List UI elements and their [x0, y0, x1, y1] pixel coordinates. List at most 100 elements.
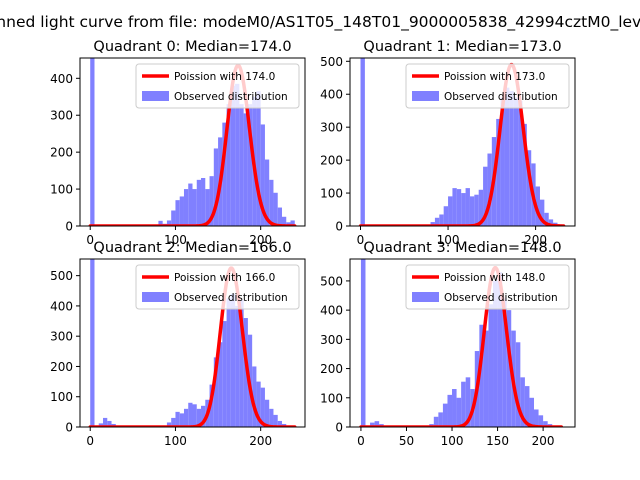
legend-poisson-label: Poission with 166.0	[174, 272, 275, 284]
legend-poisson-label: Poission with 173.0	[444, 71, 545, 83]
histogram-bar	[361, 259, 366, 427]
panel-quadrant-0: 0 100 200 0 100 200 300 400 Quadrant 0: Median=1…	[50, 39, 305, 247]
histogram-bar	[273, 193, 277, 226]
histogram-bar	[443, 404, 448, 427]
y-tick-label: 500	[320, 55, 343, 69]
histogram-bar	[193, 189, 197, 226]
histogram-bar	[180, 196, 184, 226]
figure-canvas: 0 100 200 0 100 200 300 400 Quadrant 0: Median=1…	[0, 0, 640, 480]
panel-title: Quadrant 2: Median=166.0	[93, 240, 291, 256]
y-tick-label: 300	[50, 109, 73, 123]
histogram-bar	[265, 400, 269, 427]
y-tick-label: 200	[50, 360, 73, 374]
y-tick-label: 300	[320, 333, 343, 347]
histogram-bar	[175, 412, 179, 427]
x-tick-label: 200	[249, 434, 272, 448]
legend-hist-label: Observed distribution	[174, 91, 288, 103]
histogram-bar	[90, 259, 94, 427]
histogram-bar	[269, 409, 273, 427]
legend-hist-label: Observed distribution	[444, 292, 558, 304]
histogram-bar	[184, 409, 188, 427]
y-tick-label: 100	[50, 390, 73, 404]
y-tick-label: 200	[320, 154, 343, 168]
histogram-bar	[514, 98, 518, 226]
histogram-bar	[457, 189, 461, 226]
y-tick-label: 500	[320, 274, 343, 288]
histogram-bar	[529, 398, 534, 427]
legend-poisson-label: Poission with 148.0	[444, 272, 545, 284]
histogram-bar	[466, 188, 470, 226]
legend-hist-swatch	[142, 292, 169, 302]
legend: Poission with 148.0 Observed distribution	[406, 265, 569, 309]
y-tick-label: 100	[320, 391, 343, 405]
x-tick-label: 100	[441, 434, 464, 448]
histogram-bar	[447, 395, 452, 427]
histogram-bar	[461, 193, 465, 226]
histogram-bar	[461, 382, 466, 427]
histogram-bar	[197, 180, 201, 226]
legend-hist-swatch	[412, 292, 439, 302]
y-tick-label: 100	[50, 183, 73, 197]
y-tick-label: 200	[320, 362, 343, 376]
histogram-bar	[534, 409, 539, 427]
legend: Poission with 174.0 Observed distribution	[136, 64, 299, 108]
x-tick-label: 50	[399, 434, 414, 448]
histogram-bar	[474, 195, 478, 226]
histogram-bar	[227, 298, 231, 427]
histogram-bar	[188, 403, 192, 427]
x-tick-label: 200	[532, 434, 555, 448]
histogram-bar	[509, 91, 513, 226]
histogram-bar	[488, 304, 493, 427]
histogram-bar	[231, 294, 235, 427]
histogram-bar	[484, 331, 489, 427]
y-tick-label: 0	[335, 220, 343, 234]
histogram-bar	[201, 178, 205, 226]
y-tick-label: 100	[320, 187, 343, 201]
histogram-bar	[244, 113, 248, 226]
histogram-bar	[448, 196, 452, 226]
y-tick-label: 200	[50, 146, 73, 160]
x-tick-label: 0	[357, 434, 365, 448]
histogram-bar	[444, 206, 448, 226]
histogram-bar	[438, 412, 443, 427]
histogram-bar	[184, 189, 188, 226]
histogram-bar	[175, 200, 179, 226]
histogram-bar	[188, 184, 192, 226]
y-tick-label: 500	[50, 269, 73, 283]
legend-poisson-label: Poission with 174.0	[174, 71, 275, 83]
y-tick-label: 400	[50, 299, 73, 313]
y-tick-label: 300	[50, 330, 73, 344]
histogram-bar	[171, 210, 175, 226]
y-tick-label: 0	[65, 421, 73, 435]
x-tick-label: 150	[486, 434, 509, 448]
panel-title: Quadrant 3: Median=148.0	[363, 240, 561, 256]
legend-hist-swatch	[412, 91, 439, 101]
y-tick-label: 0	[65, 220, 73, 234]
histogram-bar	[269, 180, 273, 226]
x-tick-label: 100	[164, 434, 187, 448]
histogram-bar	[452, 389, 457, 427]
histogram-bar	[452, 188, 456, 226]
histogram-bar	[193, 404, 197, 427]
histogram-bar	[361, 58, 365, 226]
histogram-bar	[239, 104, 243, 226]
histogram-bar	[278, 208, 282, 226]
histogram-bar	[180, 413, 184, 427]
y-tick-label: 0	[335, 421, 343, 435]
histogram-bar	[235, 306, 239, 427]
panel-title: Quadrant 0: Median=174.0	[93, 39, 291, 55]
histogram-bar	[470, 196, 474, 226]
histogram-bar	[222, 321, 226, 427]
legend-hist-swatch	[142, 91, 169, 101]
y-tick-label: 400	[320, 88, 343, 102]
panel-title: Quadrant 1: Median=173.0	[363, 39, 561, 55]
legend-hist-label: Observed distribution	[444, 91, 558, 103]
panel-quadrant-1: 0 100 2000100200300400500Quadrant 1: Media…	[320, 39, 575, 247]
legend: Poission with 166.0 Observed distribution	[136, 265, 299, 309]
histogram-bar	[90, 58, 94, 226]
y-tick-label: 400	[320, 304, 343, 318]
y-tick-label: 300	[320, 121, 343, 135]
x-tick-label: 0	[86, 434, 94, 448]
y-tick-label: 400	[50, 72, 73, 86]
figure: Histogram of 1 s binned light curve from…	[0, 0, 640, 480]
